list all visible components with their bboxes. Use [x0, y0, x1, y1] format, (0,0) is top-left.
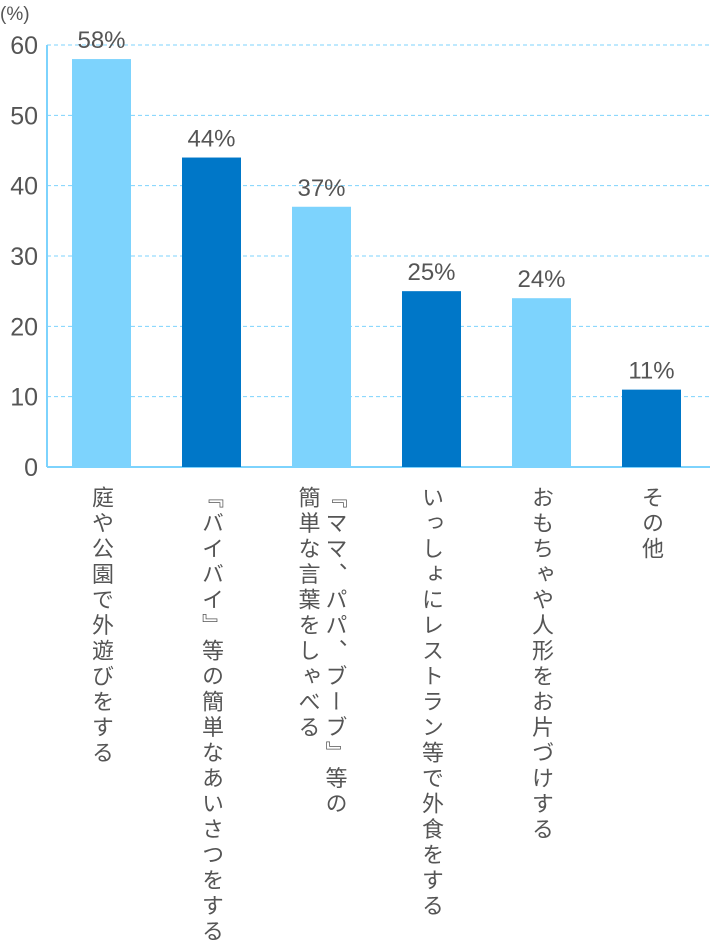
bar: [622, 389, 681, 467]
category-label: その他: [639, 486, 664, 563]
category-label: おもちゃや人形をお片づけする: [529, 486, 554, 843]
y-tick-label: 40: [10, 173, 38, 201]
category-label: 庭や公園で外遊びをする: [89, 486, 114, 767]
data-label: 44%: [187, 126, 235, 153]
bar: [292, 206, 351, 467]
y-tick-label: 50: [10, 102, 38, 130]
bar: [402, 291, 461, 467]
y-tick-label: 0: [24, 454, 38, 482]
y-tick-label: 60: [10, 32, 38, 60]
bar: [512, 298, 571, 467]
category-label: 『バイバイ』等の簡単なあいさつをする: [199, 486, 224, 945]
data-label: 24%: [517, 266, 565, 293]
data-label: 37%: [297, 175, 345, 202]
y-tick-label: 30: [10, 243, 38, 271]
data-label: 11%: [628, 358, 674, 385]
y-unit-label: (%): [0, 4, 30, 25]
y-tick-label: 20: [10, 313, 38, 341]
data-label: 58%: [77, 27, 125, 54]
bar: [72, 59, 131, 468]
category-label: いっしょにレストラン等で外食をする: [419, 486, 444, 920]
bar: [182, 157, 241, 468]
data-label: 25%: [407, 259, 455, 286]
category-label: 『ママ、パパ、ブーブ』等の 簡単な言葉をしゃべる: [295, 486, 348, 818]
y-tick-label: 10: [10, 384, 38, 412]
